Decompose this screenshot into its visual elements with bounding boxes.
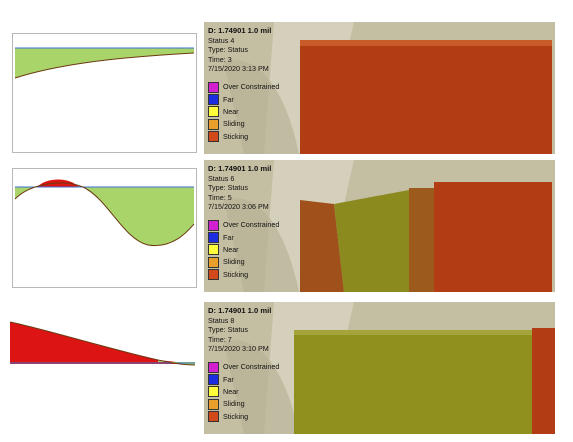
contact-status-panel-3: D: 1.74901 1.0 mil Status 8 Type: Status… bbox=[204, 302, 555, 434]
legend-type: Type: Status bbox=[208, 45, 248, 55]
legend-item-near: Near bbox=[208, 106, 296, 118]
legend-time: Time: 5 bbox=[208, 192, 232, 202]
legend-item-label: Sliding bbox=[223, 257, 245, 267]
legend-item-sticking: Sticking bbox=[208, 268, 296, 280]
sliding-swatch bbox=[208, 398, 219, 410]
legend-status: Status 4 bbox=[208, 35, 235, 45]
legend-item-label: Far bbox=[223, 232, 234, 242]
legend-item-label: Sticking bbox=[223, 269, 249, 279]
legend-item-label: Sliding bbox=[223, 119, 245, 129]
legend-date: 7/15/2020 3:10 PM bbox=[208, 344, 269, 354]
legend-item-far: Far bbox=[208, 231, 296, 243]
near-swatch bbox=[208, 386, 219, 398]
legend-item-label: Over Constrained bbox=[223, 220, 280, 230]
gap-profile-plot-1 bbox=[12, 33, 197, 153]
legend-item-label: Sticking bbox=[223, 411, 249, 421]
far-swatch bbox=[208, 231, 219, 243]
legend-type: Type: Status bbox=[208, 325, 248, 335]
legend-item-far: Far bbox=[208, 373, 296, 385]
legend-item-label: Near bbox=[223, 106, 239, 116]
legend-item-sticking: Sticking bbox=[208, 410, 296, 422]
legend-item-near: Near bbox=[208, 244, 296, 256]
far-swatch bbox=[208, 373, 219, 385]
legend-date: 7/15/2020 3:06 PM bbox=[208, 202, 269, 212]
legend-item-sliding: Sliding bbox=[208, 398, 296, 410]
legend-title: D: 1.74901 1.0 mil bbox=[208, 26, 272, 35]
near-swatch bbox=[208, 106, 219, 118]
legend-item-label: Over Constrained bbox=[223, 82, 280, 92]
legend-item-over-constrained: Over Constrained bbox=[208, 81, 296, 93]
far-swatch bbox=[208, 93, 219, 105]
legend-1: D: 1.74901 1.0 mil Status 4 Type: Status… bbox=[208, 26, 296, 142]
legend-type: Type: Status bbox=[208, 183, 248, 193]
sliding-swatch bbox=[208, 118, 219, 130]
near-swatch bbox=[208, 244, 219, 256]
gap-profile-plot-3 bbox=[8, 312, 195, 430]
gap-profile-plot-2 bbox=[12, 168, 197, 288]
legend-3: D: 1.74901 1.0 mil Status 8 Type: Status… bbox=[208, 306, 296, 422]
legend-item-label: Near bbox=[223, 244, 239, 254]
legend-title: D: 1.74901 1.0 mil bbox=[208, 164, 272, 173]
contact-status-render-3 bbox=[204, 302, 555, 434]
legend-item-label: Far bbox=[223, 374, 234, 384]
legend-date: 7/15/2020 3:13 PM bbox=[208, 64, 269, 74]
legend-item-label: Far bbox=[223, 94, 234, 104]
legend-item-label: Sliding bbox=[223, 399, 245, 409]
sticking-swatch bbox=[208, 130, 219, 142]
over-constrained-swatch bbox=[208, 219, 219, 231]
contact-status-panel-2: D: 1.74901 1.0 mil Status 6 Type: Status… bbox=[204, 160, 555, 292]
legend-2: D: 1.74901 1.0 mil Status 6 Type: Status… bbox=[208, 164, 296, 280]
legend-time: Time: 7 bbox=[208, 334, 232, 344]
contact-status-panel-1: D: 1.74901 1.0 mil Status 4 Type: Status… bbox=[204, 22, 555, 154]
legend-item-far: Far bbox=[208, 93, 296, 105]
legend-item-over-constrained: Over Constrained bbox=[208, 361, 296, 373]
over-constrained-swatch bbox=[208, 81, 219, 93]
contact-status-render-2 bbox=[204, 160, 555, 292]
legend-item-label: Sticking bbox=[223, 131, 249, 141]
legend-item-label: Over Constrained bbox=[223, 362, 280, 372]
legend-item-sliding: Sliding bbox=[208, 256, 296, 268]
legend-item-sticking: Sticking bbox=[208, 130, 296, 142]
legend-item-over-constrained: Over Constrained bbox=[208, 219, 296, 231]
legend-time: Time: 3 bbox=[208, 54, 232, 64]
legend-item-label: Near bbox=[223, 386, 239, 396]
legend-status: Status 8 bbox=[208, 315, 235, 325]
legend-item-sliding: Sliding bbox=[208, 118, 296, 130]
legend-status: Status 6 bbox=[208, 173, 235, 183]
sliding-swatch bbox=[208, 256, 219, 268]
legend-item-near: Near bbox=[208, 386, 296, 398]
over-constrained-swatch bbox=[208, 361, 219, 373]
legend-title: D: 1.74901 1.0 mil bbox=[208, 306, 272, 315]
sticking-swatch bbox=[208, 410, 219, 422]
contact-status-render-1 bbox=[204, 22, 555, 154]
sticking-swatch bbox=[208, 268, 219, 280]
